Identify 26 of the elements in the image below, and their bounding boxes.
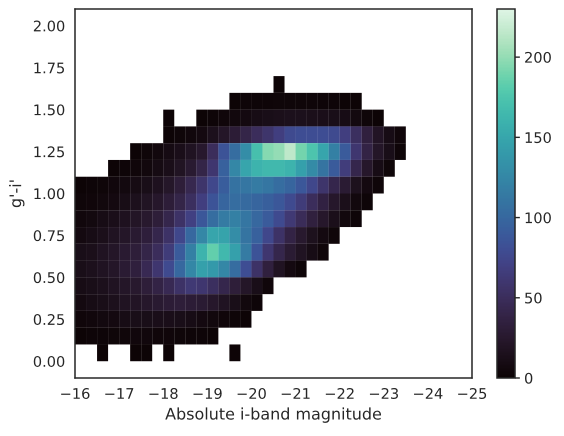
y-tick-label: 0.00 [34,356,64,367]
x-axis-title: Absolute i-band magnitude [165,407,382,423]
x-tick-label: −18 [149,388,178,400]
x-tick-label: −16 [61,388,90,400]
x-tick-label: −24 [414,388,442,399]
color-bar-label: 200 [525,52,551,63]
y-tick-label: 1.00 [34,188,64,200]
color-bar-label: 0 [524,372,532,384]
y-tick-label: 0.25 [34,314,64,326]
x-tick-label: −20 [238,388,266,400]
y-tick-label: 2.00 [34,20,64,32]
x-tick-label: −25 [458,388,486,400]
y-tick-label: 0.50 [34,272,64,284]
y-tick-label: 1.25 [34,146,64,158]
y-tick-label: 1.75 [34,62,64,74]
y-axis-title: g'-i' [9,180,24,208]
x-tick-label: −23 [370,388,398,400]
x-tick-label: −19 [193,388,222,400]
color-bar-label: 100 [526,212,551,224]
color-bar-label: 50 [525,292,542,304]
x-tick-label: −17 [105,388,134,399]
x-tick-label: −21 [282,388,310,399]
color-bar-label: 150 [526,132,551,144]
y-tick-label: 0.75 [34,230,64,242]
y-tick-label: 1.50 [34,104,64,116]
x-tick-label: −22 [326,388,354,399]
